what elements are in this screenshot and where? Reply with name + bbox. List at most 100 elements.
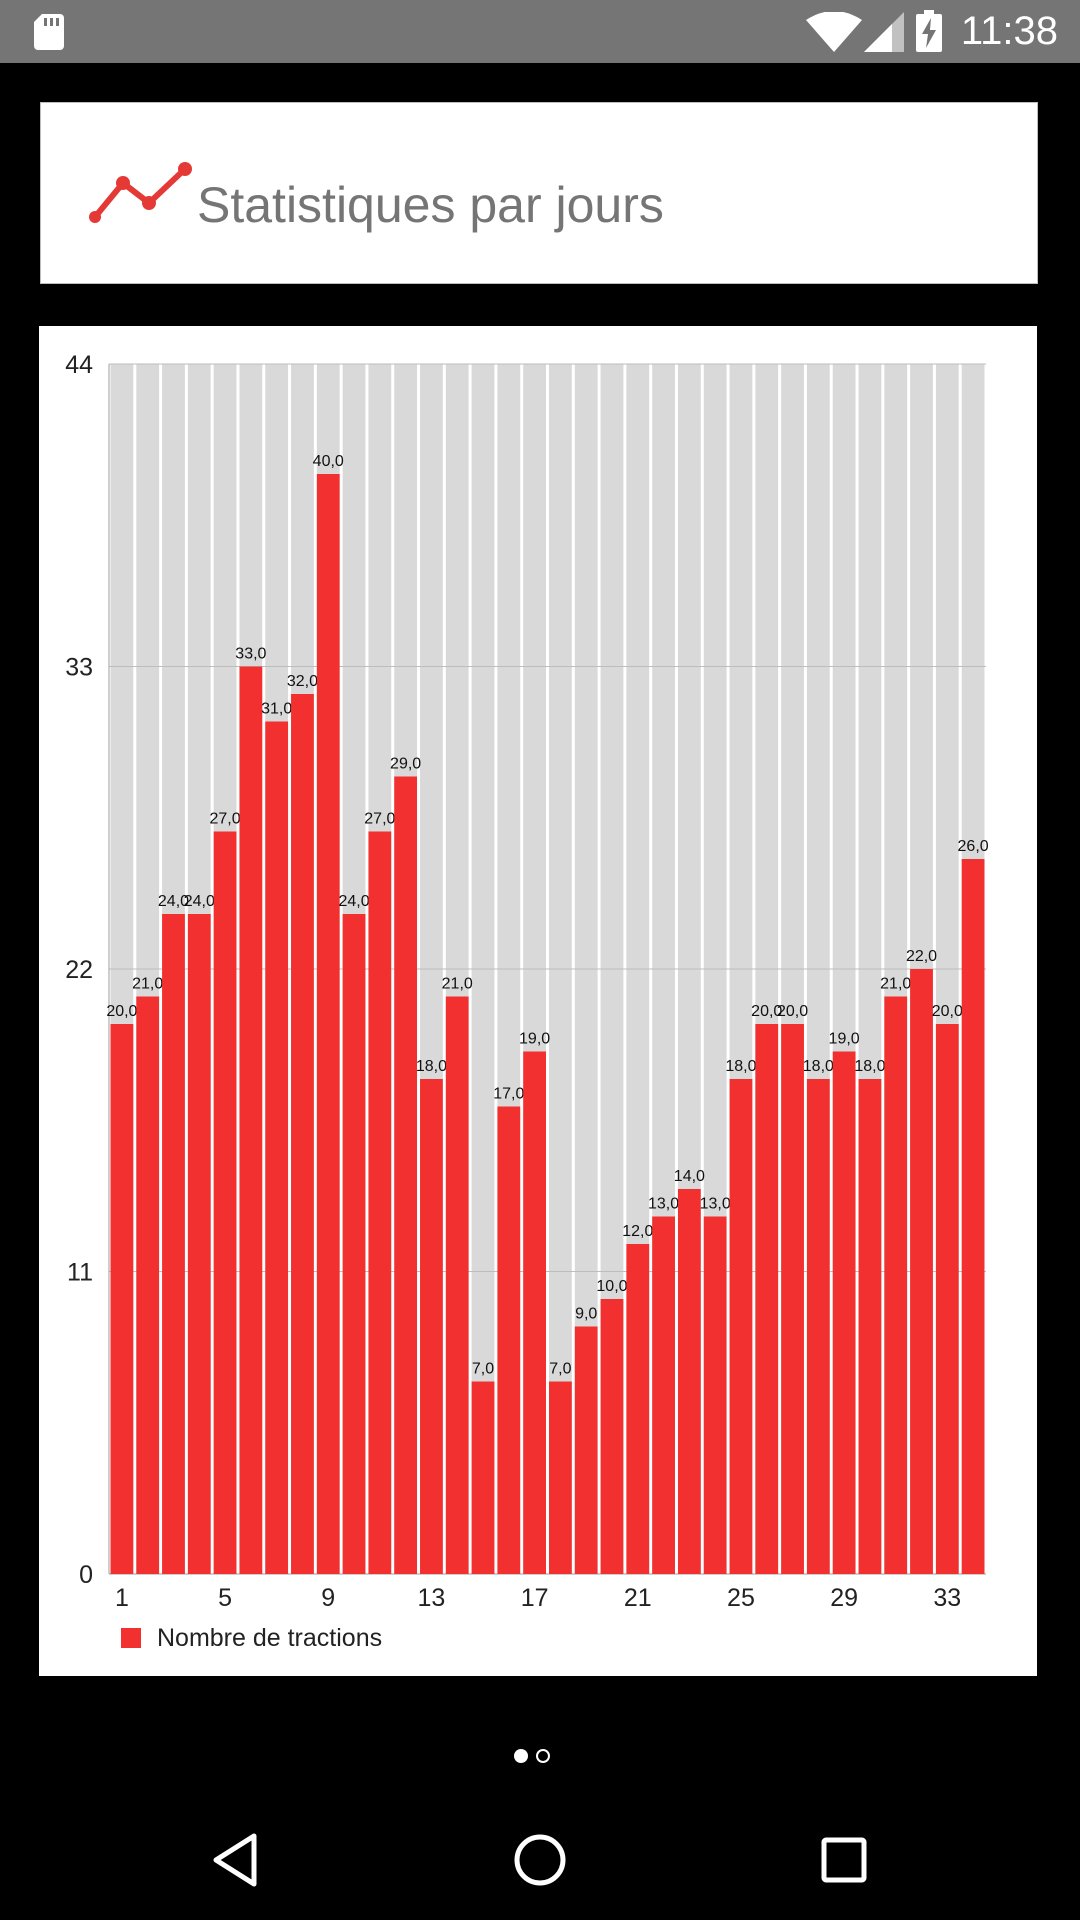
recents-button[interactable] xyxy=(814,1830,874,1890)
bar xyxy=(213,831,237,1574)
bar xyxy=(910,969,933,1574)
bar-value-label: 7,0 xyxy=(549,1361,571,1378)
bar-value-label: 24,0 xyxy=(158,893,189,910)
bar-value-label: 20,0 xyxy=(777,1003,808,1020)
bar xyxy=(832,1051,856,1574)
bar-value-label: 21,0 xyxy=(442,976,473,993)
page-dot-inactive[interactable] xyxy=(536,1749,550,1763)
header-card: Statistiques par jours xyxy=(40,102,1038,284)
x-tick-label: 29 xyxy=(830,1584,858,1612)
x-tick-label: 1 xyxy=(115,1584,129,1612)
page-indicator xyxy=(514,1749,550,1763)
bar xyxy=(652,1216,675,1574)
bar xyxy=(626,1244,650,1574)
bar-value-label: 18,0 xyxy=(416,1058,447,1075)
bar-value-label: 13,0 xyxy=(700,1196,731,1213)
line-chart-icon xyxy=(89,162,192,223)
bar xyxy=(342,914,366,1574)
chart-card: 0 11 22 33 44 20,0 21,0 24,0 24,0 27,0 33,0 31,0 32,… xyxy=(39,326,1037,1676)
x-tick-label: 17 xyxy=(521,1584,549,1612)
bar-value-label: 20,0 xyxy=(106,1003,137,1020)
bar-value-label: 18,0 xyxy=(803,1058,834,1075)
bar xyxy=(187,914,211,1574)
bar xyxy=(549,1381,572,1574)
home-button[interactable] xyxy=(510,1830,570,1890)
bar xyxy=(703,1216,727,1574)
bar-value-label: 21,0 xyxy=(132,976,163,993)
bar xyxy=(677,1189,701,1574)
bar-value-label: 13,0 xyxy=(648,1196,679,1213)
y-tick-label: 33 xyxy=(65,654,93,682)
sd-card-icon xyxy=(34,14,64,50)
bar-value-label: 17,0 xyxy=(493,1086,524,1103)
bar-value-label: 22,0 xyxy=(906,948,937,965)
page-title: Statistiques par jours xyxy=(197,177,664,233)
bar xyxy=(755,1024,779,1574)
y-tick-label: 44 xyxy=(65,351,93,379)
bar xyxy=(162,914,185,1574)
page-dot-active[interactable] xyxy=(514,1749,528,1763)
battery-charging-icon xyxy=(916,10,942,52)
bar xyxy=(420,1079,443,1574)
bar-value-label: 29,0 xyxy=(390,756,421,773)
bar-value-label: 40,0 xyxy=(313,453,344,470)
bar-value-label: 9,0 xyxy=(575,1306,597,1323)
bar xyxy=(136,996,160,1574)
bar xyxy=(806,1079,830,1574)
bar-value-label: 12,0 xyxy=(622,1223,653,1240)
bar-value-label: 18,0 xyxy=(725,1058,756,1075)
y-tick-label: 11 xyxy=(67,1259,93,1287)
status-bar: 11:38 xyxy=(0,0,1080,63)
bar xyxy=(394,776,418,1574)
bar xyxy=(368,831,392,1574)
bar-value-label: 27,0 xyxy=(210,811,241,828)
bar-value-label: 24,0 xyxy=(338,893,369,910)
bar xyxy=(858,1079,882,1574)
bar xyxy=(574,1326,598,1574)
bar xyxy=(600,1299,624,1574)
bar xyxy=(497,1106,521,1574)
x-tick-label: 9 xyxy=(321,1584,335,1612)
bar-value-label: 20,0 xyxy=(751,1003,782,1020)
bar xyxy=(729,1079,753,1574)
bar-value-label: 32,0 xyxy=(287,673,318,690)
navigation-bar xyxy=(0,1800,1080,1920)
x-tick-label: 21 xyxy=(624,1584,652,1612)
bar-value-label: 18,0 xyxy=(854,1058,885,1075)
chart-legend: Nombre de tractions xyxy=(121,1618,382,1658)
bar xyxy=(471,1381,495,1574)
wifi-icon xyxy=(806,12,862,52)
bar xyxy=(265,721,289,1574)
x-tick-label: 13 xyxy=(418,1584,446,1612)
bar xyxy=(935,1024,959,1574)
x-tick-label: 33 xyxy=(933,1584,961,1612)
bar-value-label: 7,0 xyxy=(472,1361,494,1378)
signal-icon xyxy=(864,12,904,52)
bar xyxy=(445,996,469,1574)
bar xyxy=(239,666,263,1574)
bar-value-label: 19,0 xyxy=(519,1031,550,1048)
bar-value-label: 20,0 xyxy=(932,1003,963,1020)
y-tick-label: 0 xyxy=(79,1561,93,1589)
x-tick-label: 25 xyxy=(727,1584,755,1612)
bar-value-label: 21,0 xyxy=(880,976,911,993)
bar xyxy=(884,996,908,1574)
bar-chart: 01122334420,021,024,024,027,033,031,032,… xyxy=(65,351,989,1612)
bar xyxy=(110,1024,134,1574)
x-tick-label: 5 xyxy=(218,1584,232,1612)
bar xyxy=(291,694,314,1574)
back-button[interactable] xyxy=(206,1830,266,1890)
bar-value-label: 24,0 xyxy=(184,893,215,910)
legend-swatch xyxy=(121,1628,141,1648)
legend-label: Nombre de tractions xyxy=(157,1623,383,1652)
bar-value-label: 26,0 xyxy=(958,838,989,855)
bar-value-label: 10,0 xyxy=(596,1278,627,1295)
bar xyxy=(781,1024,804,1574)
bar xyxy=(523,1051,546,1574)
bar xyxy=(316,474,340,1574)
y-tick-label: 22 xyxy=(65,956,93,984)
bar-value-label: 33,0 xyxy=(235,646,266,663)
bar-value-label: 27,0 xyxy=(364,811,395,828)
bar-value-label: 31,0 xyxy=(261,701,292,718)
bar-value-label: 19,0 xyxy=(829,1031,860,1048)
